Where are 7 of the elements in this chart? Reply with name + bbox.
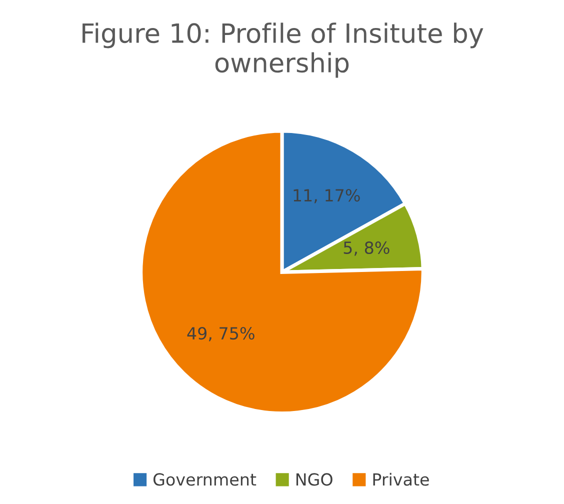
legend-label: Government	[153, 473, 256, 486]
data-label: 49, 75%	[187, 327, 254, 342]
data-label: 5, 8%	[344, 241, 390, 256]
chart-title: Figure 10: Profile of Insitute by ownership	[82, 22, 484, 78]
legend-label: NGO	[296, 473, 332, 486]
data-label: 11, 17%	[294, 188, 360, 204]
legend-label: Private	[373, 472, 429, 486]
